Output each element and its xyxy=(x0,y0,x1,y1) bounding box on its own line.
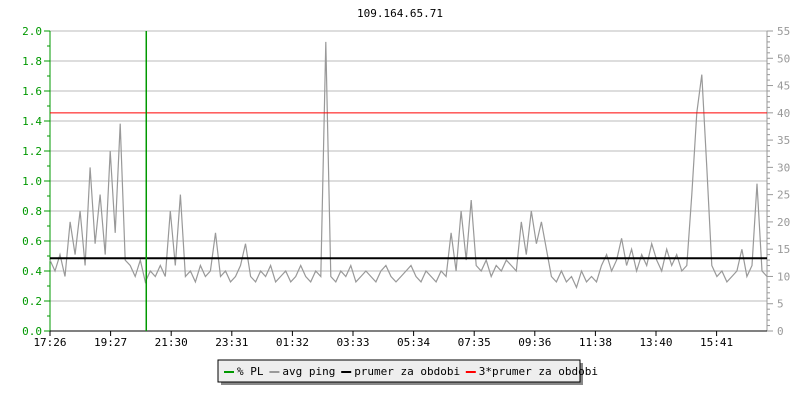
grid xyxy=(50,30,767,302)
legend-box xyxy=(217,359,581,383)
x-tick-label: 01:32 xyxy=(276,336,309,349)
x-tick-label: 07:35 xyxy=(458,336,491,349)
axes: 0.0 0.2 0.4 0.6 0.8 1.0 1.2 1.4 1.6 1.8 2.0 0 5 10 15 2… xyxy=(22,25,790,349)
right-tick-label: 10 xyxy=(777,270,790,283)
series-layer xyxy=(49,31,768,331)
right-tick-label: 15 xyxy=(777,243,790,256)
chart-title: 109.164.65.71 xyxy=(357,7,443,20)
x-tick-label: 03:33 xyxy=(336,336,369,349)
left-tick-label: 0.8 xyxy=(22,205,42,218)
right-tick-label: 20 xyxy=(777,216,790,229)
left-tick-label: 1.8 xyxy=(22,55,42,68)
right-tick-label: 0 xyxy=(777,325,784,338)
left-tick-label: 0.6 xyxy=(22,235,42,248)
x-tick-label: 21:30 xyxy=(155,336,188,349)
x-tick-label: 19:27 xyxy=(94,336,127,349)
right-tick-label: 35 xyxy=(777,134,790,147)
x-tick-label: 23:31 xyxy=(215,336,248,349)
right-tick-label: 25 xyxy=(777,189,790,202)
right-tick-label: 45 xyxy=(777,80,790,93)
avg-ping-line xyxy=(49,41,768,290)
x-tick-label: 09:36 xyxy=(518,336,551,349)
x-tick-label: 15:41 xyxy=(700,336,733,349)
right-tick-label: 40 xyxy=(777,107,790,120)
legend-label: 3*prumer za obdobi xyxy=(479,365,598,378)
left-tick-label: 1.0 xyxy=(22,175,42,188)
right-tick-label: 30 xyxy=(777,161,790,174)
legend-label: avg ping xyxy=(282,365,335,378)
left-tick-label: 0.2 xyxy=(22,295,42,308)
left-tick-label: 1.4 xyxy=(22,115,42,128)
x-tick-label: 13:40 xyxy=(639,336,672,349)
left-tick-label: 1.2 xyxy=(22,145,42,158)
x-tick-label: 11:38 xyxy=(579,336,612,349)
left-tick-label: 1.6 xyxy=(22,85,42,98)
right-tick-label: 5 xyxy=(777,298,784,311)
legend: % PL avg ping prumer za obdobi 3*prumer za … xyxy=(217,359,598,385)
x-tick-label: 05:34 xyxy=(397,336,430,349)
left-tick-label: 2.0 xyxy=(22,25,42,38)
legend-label: % PL xyxy=(237,365,264,378)
x-tick-label: 17:26 xyxy=(33,336,66,349)
left-tick-label: 0.0 xyxy=(22,325,42,338)
legend-label: prumer za obdobi xyxy=(354,365,460,378)
right-tick-label: 55 xyxy=(777,25,790,38)
right-tick-label: 50 xyxy=(777,52,790,65)
left-tick-label: 0.4 xyxy=(22,265,42,278)
